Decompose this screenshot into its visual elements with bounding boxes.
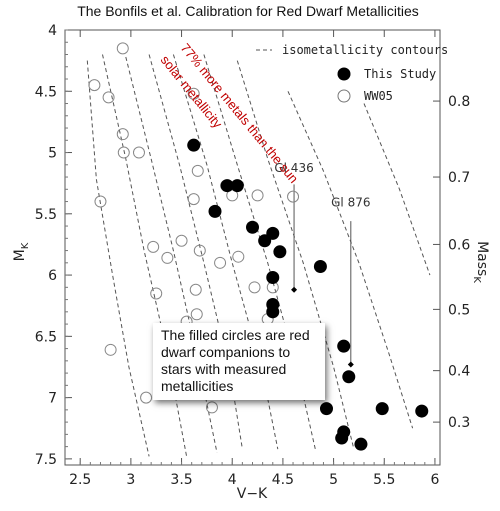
labeled-star-marker-0 <box>291 286 298 293</box>
legend-ww05-label: WW05 <box>364 89 393 103</box>
labeled-stars: Gl 436 Gl 876 <box>274 161 370 368</box>
ww05-point-5 <box>132 146 145 159</box>
x-tick-label-1: 3 <box>126 472 135 488</box>
legend-contours-label: isometallicity contours <box>282 43 448 57</box>
y-tick-label-2: 5 <box>48 146 57 162</box>
x-tick-label-5: 5 <box>329 472 338 488</box>
this-study-point-18 <box>375 402 389 416</box>
legend-this-study-label: This Study <box>364 67 436 81</box>
y2-tick-label-3: 0.5 <box>448 302 470 318</box>
ww05-point-0 <box>116 42 129 55</box>
chart-title: The Bonfils et al. Calibration for Red D… <box>77 3 419 19</box>
ww05-point-6 <box>187 87 200 100</box>
y2-tick-label-4: 0.4 <box>448 364 470 380</box>
y-tick-label-0: 4 <box>48 23 57 39</box>
y-axis-label: MK <box>12 242 31 261</box>
legend-ww05-marker <box>337 89 351 103</box>
x-tick-label-6: 5.5 <box>373 472 395 488</box>
this-study-point-3 <box>220 179 234 193</box>
legend: isometallicity contours This Study WW05 <box>256 43 448 103</box>
y2-tick-label-1: 0.7 <box>448 170 470 186</box>
this-study-point-4 <box>246 220 259 234</box>
annotation-77-percent: 77% more metals than the sun <box>178 40 302 186</box>
x-tick-label-2: 3.5 <box>170 472 192 488</box>
ww05-point-15 <box>161 251 174 264</box>
this-study-point-1 <box>230 179 244 193</box>
y2-axis-label-main: Mass <box>474 241 490 276</box>
contour-line-8 <box>363 103 431 276</box>
ww05-point-11 <box>251 189 264 202</box>
y-tick-label-6: 7 <box>48 391 57 407</box>
this-study-point-11 <box>313 259 327 273</box>
x-tick-label-0: 2.5 <box>69 472 91 488</box>
this-study-point-2 <box>208 204 222 218</box>
this-study-point-13 <box>342 370 356 384</box>
ww05-point-20 <box>232 250 245 263</box>
this-study-point-10 <box>266 305 280 319</box>
this-study-point-17 <box>354 437 368 451</box>
y-axis-label-main: M <box>12 249 28 261</box>
y2-axis-label: MassK <box>471 241 490 283</box>
ww05-point-7 <box>191 164 204 177</box>
contour-line-0 <box>86 60 150 457</box>
ww05-point-10 <box>226 189 239 202</box>
y-axis: 4 4.5 5 5.5 6 6.5 7 7.5 <box>35 23 72 468</box>
x-tick-label-4: 4.5 <box>272 472 294 488</box>
y-tick-label-1: 4.5 <box>35 84 57 100</box>
x-tick-label-3: 4 <box>228 472 237 488</box>
ww05-point-2 <box>102 91 115 104</box>
y-tick-label-3: 5.5 <box>35 207 57 223</box>
ww05-point-17 <box>193 244 206 257</box>
labeled-star-marker-1 <box>347 361 354 368</box>
ww05-point-4 <box>117 146 130 159</box>
y-tick-label-7: 7.5 <box>35 452 57 468</box>
y2-tick-label-5: 0.3 <box>448 415 470 431</box>
this-study-point-19 <box>415 404 429 418</box>
ww05-point-23 <box>190 308 203 321</box>
legend-this-study-marker <box>337 67 351 81</box>
ww05-point-1 <box>88 79 101 92</box>
this-study-point-16 <box>337 425 351 439</box>
this-study-point-6 <box>273 245 287 259</box>
ww05-point-29 <box>140 391 153 404</box>
ww05-point-19 <box>214 256 227 269</box>
ww05-point-13 <box>94 195 107 208</box>
y-axis-label-sub: K <box>20 242 31 249</box>
this-study-point-0 <box>187 138 201 152</box>
ww05-point-21 <box>150 287 163 300</box>
ww05-point-30 <box>205 401 218 414</box>
x-axis-label: V−K <box>237 486 268 502</box>
x-tick-label-7: 6 <box>430 472 439 488</box>
this-study-point-8 <box>258 234 272 248</box>
this-study-point-14 <box>319 402 333 416</box>
this-study-point-7 <box>266 271 280 285</box>
y2-tick-label-2: 0.6 <box>448 237 470 253</box>
y-tick-label-4: 6 <box>48 268 57 284</box>
y2-axis-label-sub: K <box>471 276 482 283</box>
y-tick-label-5: 6.5 <box>35 329 57 345</box>
ww05-point-14 <box>147 240 160 253</box>
ww05-point-24 <box>248 281 261 294</box>
callout-note: The filled circles are red dwarf compani… <box>153 323 325 400</box>
contour-line-7 <box>287 91 414 429</box>
labeled-star-label-1: Gl 876 <box>331 195 370 209</box>
ww05-point-8 <box>187 193 200 206</box>
contour-line-6 <box>236 60 355 450</box>
this-study-points <box>187 138 429 451</box>
x-axis: 2.5 3 3.5 4 4.5 5 5.5 6 <box>69 30 439 488</box>
ww05-point-28 <box>104 343 117 356</box>
labeled-star-label-0: Gl 436 <box>274 161 313 175</box>
ww05-point-3 <box>116 128 129 141</box>
ww05-point-16 <box>175 234 188 247</box>
ww05-point-12 <box>287 190 300 203</box>
ww05-point-18 <box>189 283 202 296</box>
y2-axis: 0.8 0.7 0.6 0.5 0.4 0.3 <box>433 94 470 431</box>
this-study-point-12 <box>337 339 351 353</box>
y2-tick-label-0: 0.8 <box>448 94 470 110</box>
